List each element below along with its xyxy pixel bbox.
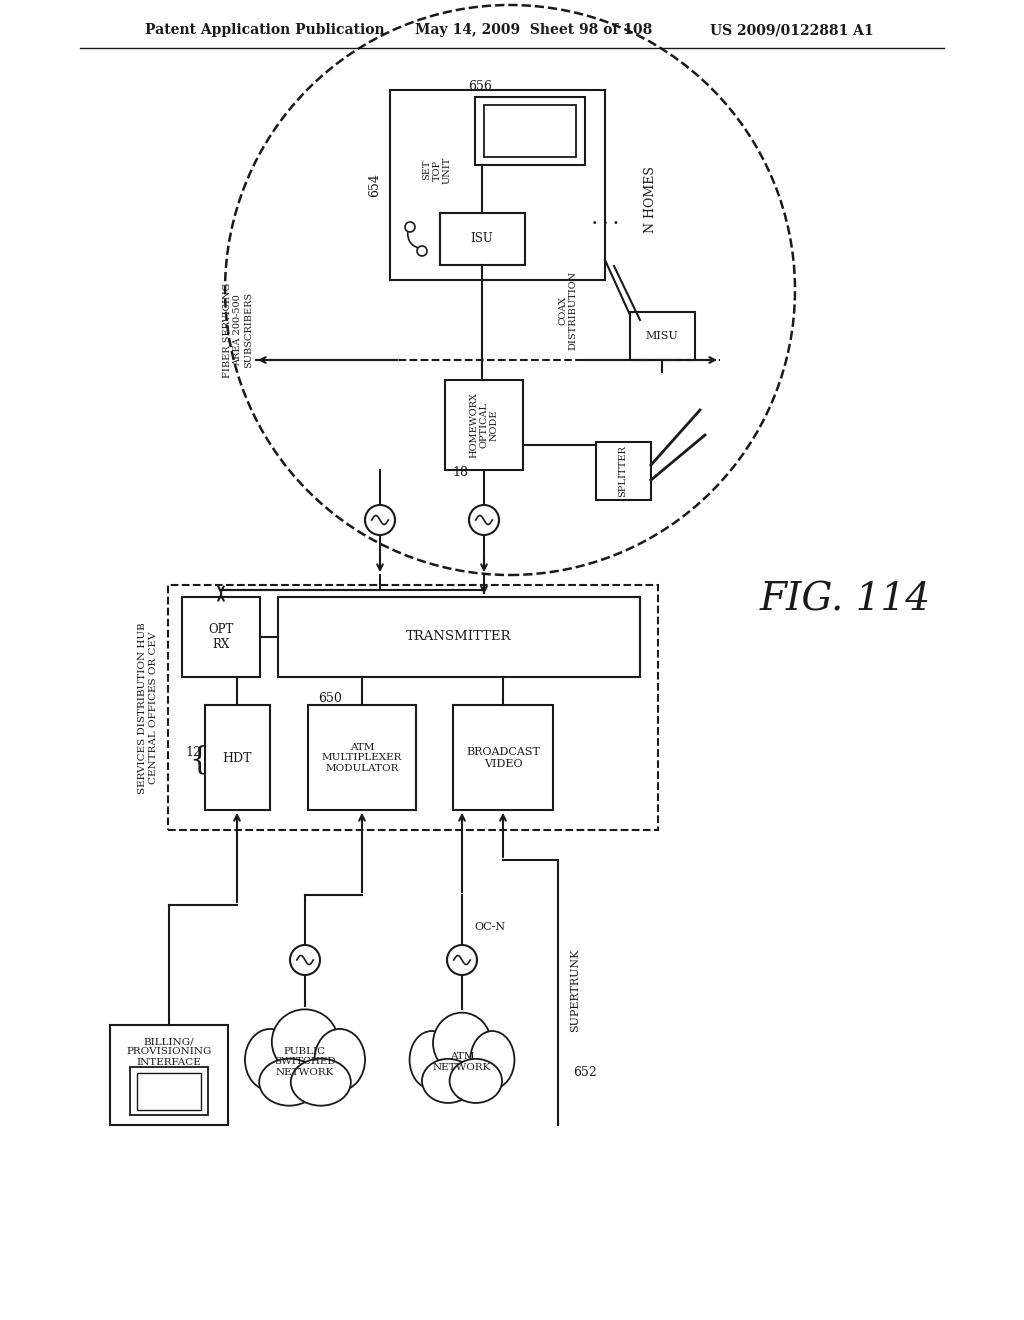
Text: HDT: HDT: [222, 751, 252, 764]
Text: . . .: . . .: [592, 213, 618, 227]
Bar: [453, 705, 553, 810]
Bar: [596, 442, 651, 500]
Bar: [475, 96, 585, 165]
Text: PUBLIC
SWITCHED
NETWORK: PUBLIC SWITCHED NETWORK: [274, 1047, 336, 1077]
Bar: [182, 597, 260, 677]
Ellipse shape: [259, 1059, 319, 1106]
Text: FIG. 114: FIG. 114: [760, 582, 931, 619]
Ellipse shape: [245, 1030, 296, 1090]
Bar: [137, 1073, 201, 1110]
Text: N HOMES: N HOMES: [643, 166, 656, 234]
Circle shape: [447, 945, 477, 975]
Bar: [390, 90, 605, 280]
Circle shape: [290, 945, 319, 975]
Text: OPT
RX: OPT RX: [208, 623, 233, 651]
Circle shape: [417, 246, 427, 256]
Text: 650: 650: [318, 692, 342, 705]
Text: ATM
NETWORK: ATM NETWORK: [433, 1052, 492, 1072]
Bar: [130, 1067, 208, 1115]
Ellipse shape: [433, 1012, 490, 1073]
Bar: [168, 585, 658, 830]
Text: 654: 654: [369, 173, 382, 197]
Text: TRANSMITTER: TRANSMITTER: [407, 631, 512, 644]
Bar: [630, 312, 695, 360]
Text: COAX
DISTRIBUTION: COAX DISTRIBUTION: [558, 271, 578, 350]
Text: ISU: ISU: [471, 232, 494, 246]
Text: MISU: MISU: [645, 331, 678, 341]
Text: HOMEWORX
OPTICAL
NODE: HOMEWORX OPTICAL NODE: [469, 392, 499, 458]
Bar: [205, 705, 270, 810]
Text: FIBER SERVICING
AREA 200-500
SUBSCRIBERS: FIBER SERVICING AREA 200-500 SUBSCRIBERS: [223, 282, 253, 378]
Ellipse shape: [314, 1030, 365, 1090]
Text: 652: 652: [573, 1065, 597, 1078]
Ellipse shape: [450, 1059, 502, 1104]
Text: {: {: [189, 744, 209, 776]
Bar: [308, 705, 416, 810]
Bar: [110, 1026, 228, 1125]
Text: US 2009/0122881 A1: US 2009/0122881 A1: [710, 22, 873, 37]
Ellipse shape: [291, 1059, 351, 1106]
Text: SET
TOP
UNIT: SET TOP UNIT: [422, 156, 452, 183]
Circle shape: [469, 506, 499, 535]
Text: Patent Application Publication: Patent Application Publication: [145, 22, 385, 37]
Ellipse shape: [410, 1031, 454, 1089]
Text: BROADCAST
VIDEO: BROADCAST VIDEO: [466, 747, 540, 768]
Ellipse shape: [422, 1059, 474, 1104]
Text: 12: 12: [185, 746, 201, 759]
Bar: [445, 380, 523, 470]
Bar: [440, 213, 525, 265]
Text: May 14, 2009  Sheet 98 of 108: May 14, 2009 Sheet 98 of 108: [415, 22, 652, 37]
Text: SUPERTRUNK: SUPERTRUNK: [570, 948, 580, 1032]
Text: 18: 18: [452, 466, 468, 479]
Ellipse shape: [470, 1031, 514, 1089]
Text: BILLING/
PROVISIONING
INTERFACE: BILLING/ PROVISIONING INTERFACE: [126, 1038, 212, 1067]
Circle shape: [406, 222, 415, 232]
Circle shape: [365, 506, 395, 535]
Bar: [484, 106, 575, 157]
Bar: [278, 597, 640, 677]
Text: OC-N: OC-N: [474, 921, 506, 932]
Text: 656: 656: [468, 81, 492, 94]
Text: SPLITTER: SPLITTER: [618, 445, 628, 496]
Text: ATM
MULTIPLEXER
MODULATOR: ATM MULTIPLEXER MODULATOR: [322, 743, 402, 774]
Text: SERVICES DISTRIBUTION HUB
CENTRAL OFFICES OR CEV: SERVICES DISTRIBUTION HUB CENTRAL OFFICE…: [138, 622, 158, 793]
Ellipse shape: [271, 1010, 338, 1074]
